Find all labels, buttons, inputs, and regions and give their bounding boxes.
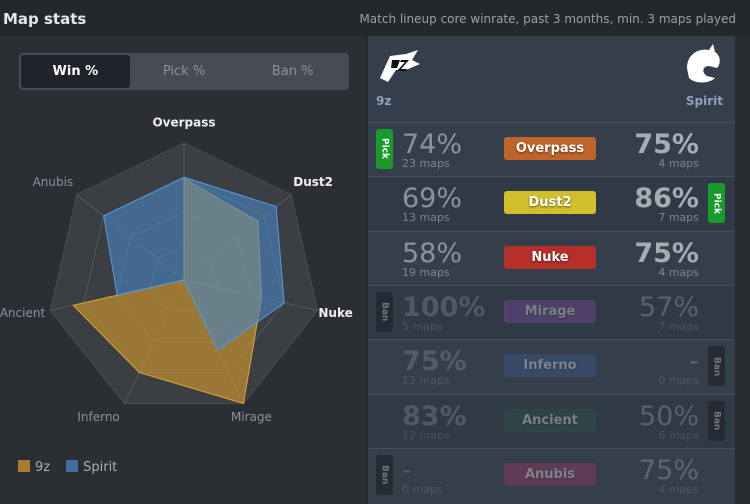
right-map-count: 4 maps	[658, 265, 699, 279]
left-map-count: 19 maps	[402, 265, 450, 279]
legend-spirit[interactable]: Spirit	[66, 460, 117, 475]
axis-label-inferno: Inferno	[77, 410, 119, 424]
left-winrate: 58%	[402, 237, 463, 269]
scrollbar-track[interactable]	[735, 36, 750, 504]
map-name-badge: Overpass	[504, 137, 596, 160]
pick-badge: Pick	[376, 129, 393, 169]
axis-label-mirage: Mirage	[231, 410, 272, 424]
tab-win[interactable]: Win %	[21, 55, 130, 88]
ban-badge: Ban	[376, 291, 393, 332]
right-map-count: 4 maps	[658, 157, 699, 170]
right-winrate: 75%	[638, 454, 699, 486]
map-name-badge: Mirage	[504, 299, 596, 323]
map-name-badge: Ancient	[504, 408, 596, 432]
axis-label-ancient: Ancient	[0, 306, 45, 320]
ban-badge: Ban	[708, 346, 725, 387]
chart-legend: 9z Spirit	[18, 460, 117, 475]
axis-label-nuke: Nuke	[318, 306, 352, 320]
right-winrate: 86%	[634, 183, 699, 215]
legend-label: 9z	[35, 460, 51, 475]
left-map-count: 13 maps	[402, 211, 450, 225]
pick-badge: Pick	[708, 183, 725, 224]
right-winrate: 75%	[634, 237, 699, 269]
left-map-count: 5 maps	[402, 319, 443, 333]
team-9z-logo	[380, 50, 420, 82]
right-winrate: -	[689, 346, 699, 378]
left-winrate: 100%	[402, 291, 486, 323]
axis-label-overpass: Overpass	[152, 116, 215, 130]
left-winrate: 75%	[402, 346, 467, 378]
map-row-inferno: 75% 12 maps Inferno - 0 maps Ban	[368, 339, 735, 393]
right-map-count: 7 maps	[658, 319, 699, 333]
ban-badge: Ban	[708, 400, 725, 441]
left-map-count: 12 maps	[402, 374, 450, 388]
left-winrate: 69%	[402, 183, 463, 215]
radar-panel: Win % Pick % Ban % Overpass Dust2 Nuke Mira…	[0, 36, 366, 504]
page-subtitle: Match lineup core winrate, past 3 months…	[359, 12, 736, 26]
legend-label: Spirit	[83, 460, 118, 475]
map-row-nuke: 58% 19 maps Nuke 75% 4 maps	[368, 230, 735, 285]
axis-label-dust2: Dust2	[293, 175, 333, 189]
right-winrate: 75%	[634, 129, 699, 160]
team-spirit-logo	[687, 44, 720, 83]
right-map-count: 4 maps	[658, 482, 699, 496]
left-map-count: 23 maps	[402, 157, 450, 170]
right-winrate: 57%	[638, 291, 699, 323]
map-row-ancient: 83% 12 maps Ancient 50% 6 maps Ban	[368, 393, 735, 448]
map-row-anubis: - 0 maps Anubis 75% 4 maps Ban	[368, 447, 735, 502]
team-right-name: Spirit	[685, 94, 723, 108]
right-map-count: 7 maps	[658, 211, 699, 225]
axis-label-anubis: Anubis	[33, 175, 74, 189]
stat-tabs: Win % Pick % Ban %	[19, 53, 349, 90]
team-left-name: 9z	[376, 94, 392, 108]
left-winrate: 83%	[402, 400, 467, 432]
left-map-count: 12 maps	[402, 428, 450, 442]
radar-series-spirit	[103, 176, 285, 352]
left-winrate: -	[402, 454, 412, 486]
map-name-badge: Inferno	[504, 354, 596, 378]
map-veto-panel: 9z Spirit 74% 23 maps Overpass 75% 4 map…	[368, 36, 735, 504]
tab-ban[interactable]: Ban %	[271, 64, 314, 79]
map-name-badge: Nuke	[504, 245, 596, 269]
map-row-dust2: 69% 13 maps Dust2 86% 7 maps Pick	[368, 176, 735, 231]
right-winrate: 50%	[638, 400, 699, 432]
radar-chart: Overpass Dust2 Nuke Mirage Inferno Ancient Anu…	[0, 116, 353, 424]
ban-badge: Ban	[376, 454, 393, 495]
right-map-count: 6 maps	[658, 428, 699, 442]
map-row-overpass: 74% 23 maps Overpass 75% 4 maps Pick	[368, 122, 735, 176]
map-name-badge: Dust2	[504, 191, 596, 215]
page-title: Map stats	[3, 10, 87, 28]
map-name-badge: Anubis	[504, 462, 596, 486]
legend-9z[interactable]: 9z	[18, 460, 50, 475]
left-map-count: 0 maps	[402, 482, 443, 496]
header: Map stats Match lineup core winrate, pas…	[0, 0, 750, 36]
right-map-count: 0 maps	[658, 374, 699, 388]
map-row-mirage: 100% 5 maps Mirage 57% 7 maps Ban	[368, 284, 735, 339]
left-winrate: 74%	[402, 129, 463, 160]
tab-pick[interactable]: Pick %	[162, 64, 206, 79]
